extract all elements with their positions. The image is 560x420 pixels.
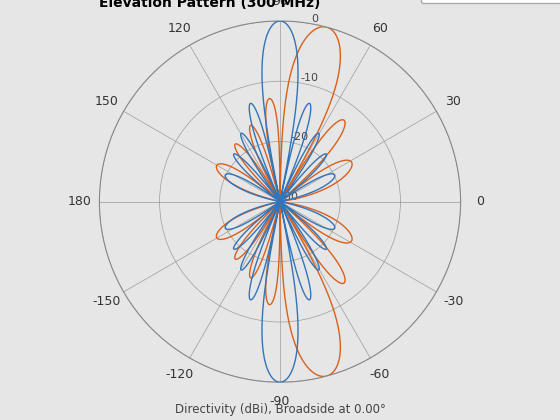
0.0 deg azimuth Ⓐ <box>259 344 266 349</box>
75.0 deg azimuth <box>283 304 290 309</box>
Line: 0.0 deg azimuth Ⓐ: 0.0 deg azimuth Ⓐ <box>225 21 335 382</box>
75.0 deg azimuth <box>319 210 325 215</box>
0.0 deg azimuth Ⓐ <box>322 215 329 220</box>
Line: 75.0 deg azimuth: 75.0 deg azimuth <box>216 27 352 376</box>
Legend: 0.0 deg azimuth Ⓐ, 75.0 deg azimuth: 0.0 deg azimuth Ⓐ, 75.0 deg azimuth <box>421 0 560 3</box>
75.0 deg azimuth <box>323 25 330 30</box>
75.0 deg azimuth <box>277 199 283 204</box>
0.0 deg azimuth Ⓐ <box>277 199 283 204</box>
0.0 deg azimuth Ⓐ <box>277 199 283 204</box>
75.0 deg azimuth <box>336 220 343 225</box>
Text: Directivity (dBi), Broadside at 0.00°: Directivity (dBi), Broadside at 0.00° <box>175 403 385 416</box>
75.0 deg azimuth <box>277 199 283 204</box>
75.0 deg azimuth <box>277 199 283 204</box>
0.0 deg azimuth Ⓐ <box>277 18 283 24</box>
0.0 deg azimuth Ⓐ <box>277 199 283 204</box>
75.0 deg azimuth <box>264 301 271 306</box>
Text: Elevation Pattern (300 MHz): Elevation Pattern (300 MHz) <box>99 0 321 10</box>
75.0 deg azimuth <box>255 164 262 169</box>
0.0 deg azimuth Ⓐ <box>241 142 248 147</box>
0.0 deg azimuth Ⓐ <box>301 206 308 211</box>
0.0 deg azimuth Ⓐ <box>287 372 293 377</box>
